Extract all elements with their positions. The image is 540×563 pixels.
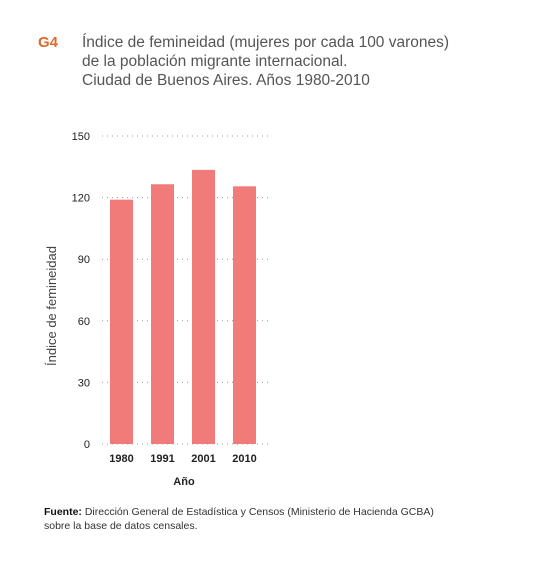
- figure-code: G4: [38, 34, 59, 51]
- bar-chart: 0 30 60 90 120 150 1980 1991 2001 2010 Año Índice d…: [44, 131, 270, 488]
- y-tick-label-90: 90: [78, 254, 90, 266]
- title-line-2: de la población migrante internacional.: [82, 53, 348, 70]
- y-axis-label: Índice de femineidad: [44, 246, 59, 366]
- x-tick-label-1980: 1980: [109, 453, 133, 465]
- source-note: Fuente: Dirección General de Estadística…: [44, 505, 434, 533]
- x-tick-label-2010: 2010: [232, 453, 256, 465]
- y-tick-label-120: 120: [72, 193, 90, 205]
- bar-1980: [110, 199, 133, 444]
- bar-2010: [233, 186, 256, 444]
- title-line-1: Índice de femineidad (mujeres por cada 1…: [82, 34, 450, 51]
- bar-1991: [151, 184, 174, 444]
- y-tick-label-0: 0: [84, 439, 90, 451]
- source-line-1: Dirección General de Estadística y Censo…: [84, 506, 434, 518]
- source-line-2: sobre la base de datos censales.: [44, 520, 198, 532]
- y-tick-label-150: 150: [72, 131, 90, 143]
- x-tick-label-1991: 1991: [150, 453, 174, 465]
- bar-2001: [192, 169, 215, 444]
- title-line-3: Ciudad de Buenos Aires. Años 1980-2010: [82, 72, 370, 89]
- y-tick-label-30: 30: [78, 377, 90, 389]
- chart-title: Índice de femineidad (mujeres por cada 1…: [82, 33, 449, 90]
- y-tick-label-60: 60: [78, 316, 90, 328]
- x-tick-label-2001: 2001: [191, 453, 215, 465]
- source-label: Fuente:: [44, 506, 82, 518]
- x-axis-label: Año: [173, 476, 195, 488]
